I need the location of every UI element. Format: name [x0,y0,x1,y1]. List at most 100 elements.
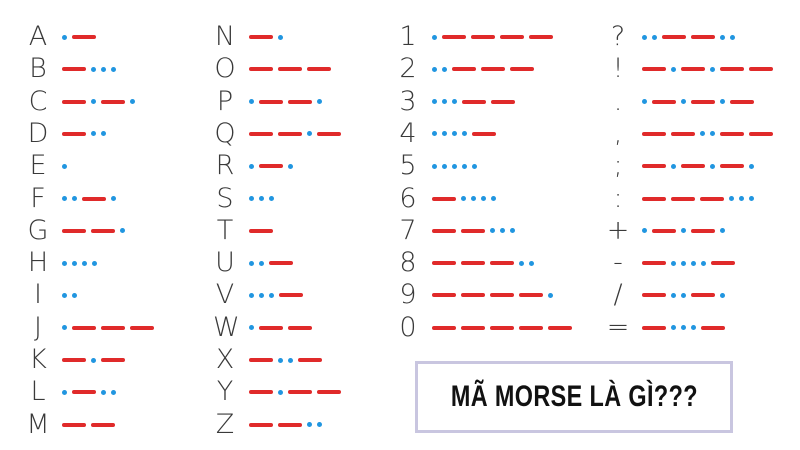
morse-code [62,151,72,181]
dot-mark [442,131,447,137]
character-label: 1 [399,21,417,52]
dot-mark [259,196,264,201]
dot-mark [671,163,676,169]
morse-code [432,54,539,84]
dash-mark [691,293,715,298]
dot-mark [749,163,754,169]
dot-mark [500,228,505,234]
character-label: + [606,214,630,246]
character-label: / [613,279,623,311]
dash-mark [452,67,476,72]
morse-code [62,22,101,52]
character-label: O [214,53,236,85]
morse-entry: ; [606,151,754,181]
dash-mark [91,422,115,427]
dash-mark [642,325,666,330]
dash-mark [548,325,572,330]
character-label: J [34,311,42,343]
morse-code [642,313,730,343]
morse-entry: K [26,345,125,375]
character-label: G [27,214,49,246]
character-label: H [27,247,49,279]
dash-mark [491,99,515,104]
dash-mark [490,261,514,266]
dot-mark [72,196,77,201]
dot-mark [111,389,116,395]
dot-mark [317,99,322,105]
dot-mark [82,260,87,266]
dash-mark [278,67,302,72]
dot-mark [288,163,293,169]
dot-mark [432,99,437,105]
morse-entry: 7 [396,215,515,246]
dot-mark [452,99,457,105]
character-label: 0 [399,311,417,343]
dash-mark [671,196,695,201]
character-label: R [215,150,235,182]
morse-entry: M [26,409,115,440]
morse-entry: ! [606,54,773,84]
dot-mark [710,131,715,137]
character-label: W [213,311,240,343]
dash-mark [432,196,456,201]
character-label: L [30,376,46,408]
dot-mark [91,99,96,105]
morse-entry: : [606,183,754,214]
dash-mark [278,422,302,427]
dot-mark [62,163,67,169]
morse-code [62,248,102,278]
dash-mark [91,228,115,233]
morse-code [249,216,278,246]
dot-mark [462,131,467,137]
dot-mark [307,422,312,428]
morse-entry: C [26,86,135,117]
dot-mark [62,292,67,298]
morse-entry: + [606,214,725,246]
dash-mark [642,293,666,298]
morse-code [249,248,298,278]
morse-code [642,119,778,149]
dot-mark [739,196,744,201]
morse-code [249,410,327,440]
dot-mark [101,389,106,395]
dot-mark [92,260,97,266]
morse-code [249,313,317,343]
dash-mark [701,325,725,330]
dot-mark [691,260,696,266]
morse-entry: / [606,279,725,311]
dot-mark [681,228,686,234]
character-label: X [215,344,235,375]
dot-mark [62,260,67,266]
dash-mark [259,325,283,330]
morse-code [432,313,577,343]
dash-mark [652,99,676,104]
dash-mark [490,293,514,298]
morse-code [62,410,120,440]
dot-mark [700,131,705,137]
morse-code [432,87,520,117]
dot-mark [681,260,686,266]
dash-mark [432,228,456,233]
dot-mark [462,163,467,169]
character-label: ? [610,21,626,52]
dot-mark [259,292,264,298]
character-label: S [216,182,234,214]
dot-mark [671,66,676,72]
dash-mark [472,131,496,136]
character-label: E [29,150,47,182]
dash-mark [279,293,303,298]
morse-code [249,280,308,310]
dash-mark [730,99,754,104]
morse-code [249,377,346,407]
dash-mark [101,325,125,330]
morse-code [62,216,130,246]
dot-mark [249,325,254,331]
dash-mark [288,99,312,104]
dash-mark [749,131,773,136]
dot-mark [720,292,725,298]
character-label: 2 [399,53,417,85]
dot-mark [442,66,447,72]
morse-code [642,87,759,117]
dash-mark [288,390,312,395]
morse-entry: , [606,118,773,149]
